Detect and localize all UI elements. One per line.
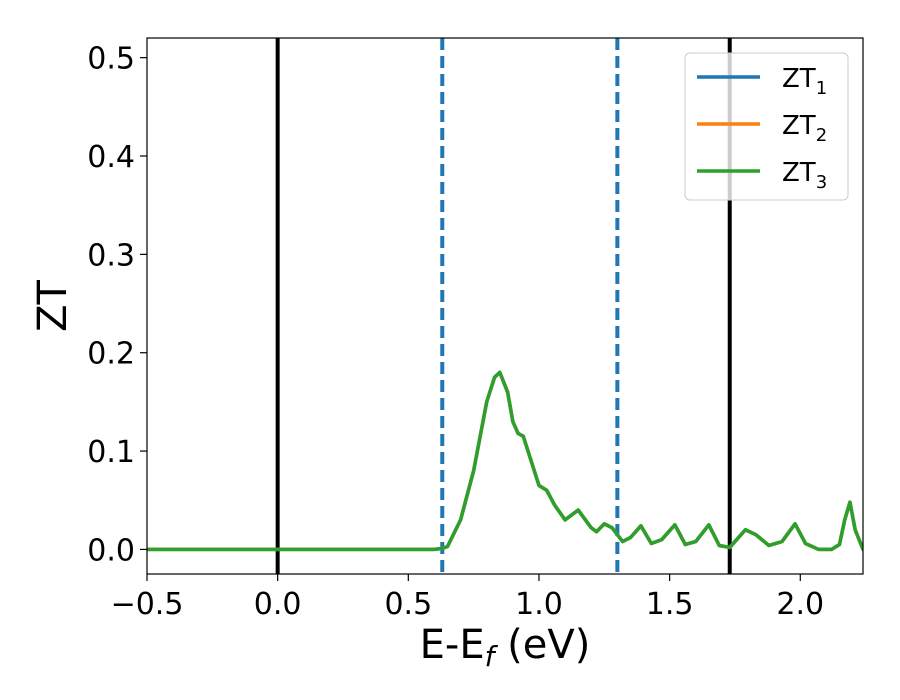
x-tick-label: −0.5 bbox=[111, 587, 184, 622]
x-tick-label: 0.5 bbox=[384, 587, 432, 622]
y-tick-label: 0.1 bbox=[87, 435, 135, 470]
x-tick-label: 0.0 bbox=[254, 587, 302, 622]
legend: ZT1 ZT2 ZT3 bbox=[684, 52, 849, 201]
series-line-3 bbox=[147, 370, 863, 552]
x-axis-label: E-Ef (eV) bbox=[420, 622, 591, 673]
x-tick-label: 2.0 bbox=[776, 587, 824, 622]
x-axis-label-main: E-E bbox=[420, 622, 485, 668]
y-tick-label: 0.3 bbox=[87, 238, 135, 273]
legend-box bbox=[684, 52, 849, 201]
series-lines bbox=[147, 370, 863, 552]
y-axis-ticks: 0.0 0.1 0.2 0.3 0.4 0.5 bbox=[87, 42, 147, 568]
x-axis-ticks: −0.5 0.0 0.5 1.0 1.5 2.0 bbox=[111, 574, 824, 622]
x-axis-label-unit: (eV) bbox=[494, 622, 590, 668]
legend-label-1: ZT1 bbox=[782, 64, 827, 99]
plot-frame bbox=[146, 37, 864, 575]
legend-label-2: ZT2 bbox=[782, 111, 827, 146]
x-tick-label: 1.5 bbox=[646, 587, 694, 622]
x-tick-label: 1.0 bbox=[515, 587, 563, 622]
y-tick-label: 0.5 bbox=[87, 42, 135, 77]
y-tick-label: 0.0 bbox=[87, 533, 135, 568]
y-tick-label: 0.4 bbox=[87, 140, 135, 175]
legend-label-3: ZT3 bbox=[782, 158, 827, 193]
y-axis-label: ZT bbox=[30, 280, 76, 332]
y-tick-label: 0.2 bbox=[87, 337, 135, 372]
